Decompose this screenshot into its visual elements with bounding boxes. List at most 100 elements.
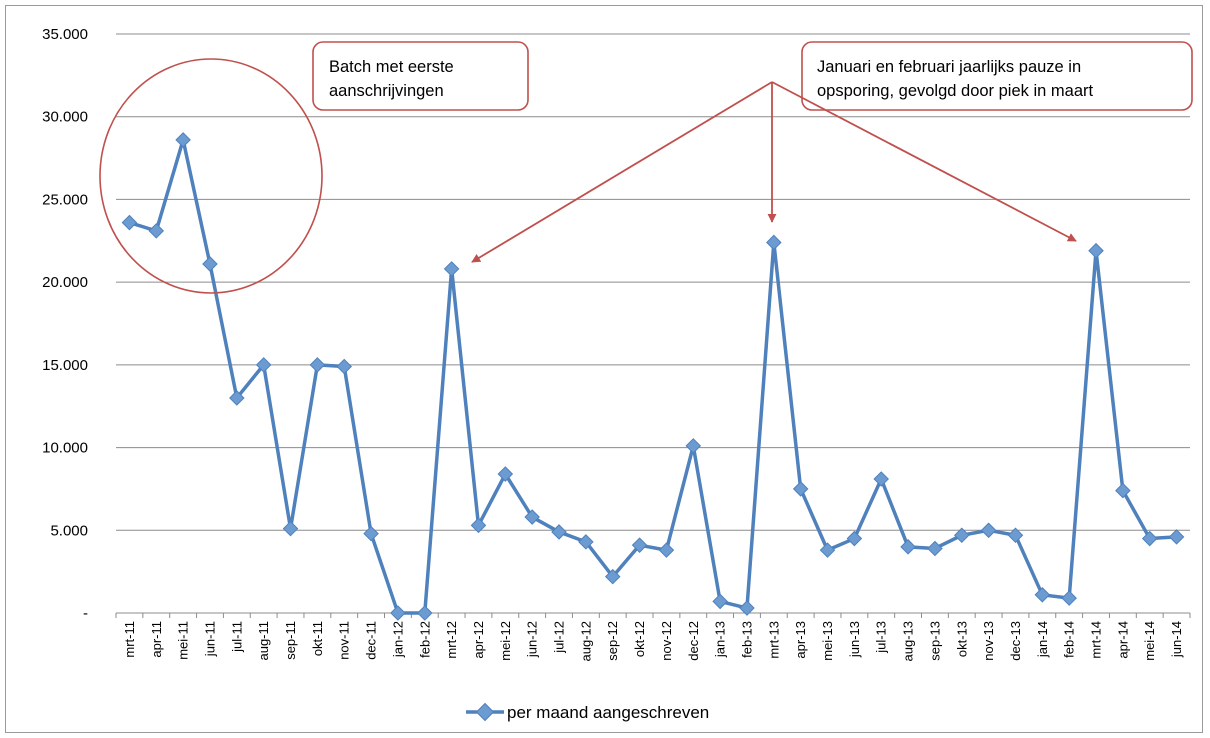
data-point bbox=[121, 214, 138, 231]
data-point bbox=[309, 357, 326, 373]
x-tick-label: aug-12 bbox=[578, 621, 593, 661]
data-point bbox=[846, 530, 863, 547]
x-tick-label: mei-14 bbox=[1142, 621, 1157, 661]
x-tick-label: jul-12 bbox=[552, 621, 567, 654]
data-point bbox=[900, 539, 916, 555]
x-tick-label: dec-12 bbox=[686, 621, 701, 661]
x-tick-label: nov-12 bbox=[659, 621, 674, 661]
data-point bbox=[739, 600, 755, 616]
x-tick-label: okt-11 bbox=[310, 621, 325, 656]
data-point bbox=[282, 520, 299, 537]
x-tick-label: dec-13 bbox=[1008, 621, 1023, 661]
y-tick-label: 20.000 bbox=[42, 274, 88, 291]
y-tick-label: 25.000 bbox=[42, 191, 88, 208]
data-point bbox=[1168, 529, 1185, 545]
arrow-to-mrt-14 bbox=[771, 81, 1077, 242]
x-tick-label: mei-12 bbox=[498, 621, 513, 661]
data-point bbox=[953, 527, 970, 544]
x-tick-label: jul-11 bbox=[229, 621, 244, 653]
data-point bbox=[416, 605, 433, 621]
data-point bbox=[578, 534, 594, 550]
x-tick-label: nov-11 bbox=[337, 621, 352, 660]
arrow-to-mrt-12 bbox=[471, 81, 773, 263]
data-point bbox=[712, 593, 728, 610]
x-axis: mrt-11 apr-11 mei-11 jun-11 jul-11 aug-11 sep-… bbox=[115, 612, 1191, 661]
data-point bbox=[604, 568, 621, 585]
data-point bbox=[175, 132, 191, 148]
chart-frame bbox=[5, 5, 1203, 733]
data-point bbox=[443, 261, 460, 277]
x-tick-label: jan-14 bbox=[1035, 621, 1050, 658]
x-tick-label: mrt-11 bbox=[122, 621, 137, 658]
data-point bbox=[202, 256, 218, 272]
annotation-pause-line-2: opsporing, gevolgd door piek in maart bbox=[817, 82, 1094, 100]
x-tick-label: apr-12 bbox=[471, 621, 486, 659]
x-tick-label: dec-11 bbox=[364, 621, 379, 660]
x-tick-label: sep-13 bbox=[927, 621, 942, 661]
x-tick-label: apr-13 bbox=[793, 621, 808, 659]
annotation-batch-line-1: Batch met eerste bbox=[329, 58, 454, 76]
y-tick-label: - bbox=[83, 605, 88, 622]
x-tick-label: mrt-13 bbox=[766, 621, 781, 659]
data-point bbox=[1007, 527, 1024, 544]
data-point bbox=[1034, 587, 1051, 603]
annotation-box-pause bbox=[801, 41, 1193, 111]
x-tick-label: jan-13 bbox=[713, 621, 728, 658]
legend-label: per maand aangeschreven bbox=[507, 703, 709, 722]
x-tick-label: feb-14 bbox=[1062, 621, 1077, 658]
y-tick-label: 35.000 bbox=[42, 26, 88, 43]
x-tick-label: jul-13 bbox=[874, 621, 889, 654]
annotation-batch-line-2: aanschrijvingen bbox=[329, 82, 444, 100]
data-point bbox=[819, 542, 836, 558]
y-tick-label: 30.000 bbox=[42, 109, 88, 126]
data-point bbox=[255, 357, 272, 373]
x-tick-label: nov-13 bbox=[981, 621, 996, 661]
data-point bbox=[229, 390, 245, 406]
data-point bbox=[1061, 590, 1077, 606]
x-tick-label: feb-13 bbox=[739, 621, 754, 658]
data-point bbox=[1115, 482, 1131, 499]
x-tick-label: mei-11 bbox=[176, 621, 191, 660]
series bbox=[121, 132, 1185, 621]
x-tick-label: jun-14 bbox=[1169, 621, 1184, 658]
data-point bbox=[1141, 530, 1158, 547]
data-point bbox=[980, 522, 997, 539]
y-tick-label: 5.000 bbox=[50, 522, 88, 539]
x-tick-label: mrt-14 bbox=[1089, 621, 1104, 659]
x-tick-label: apr-11 bbox=[149, 621, 164, 658]
data-point bbox=[470, 517, 487, 534]
x-tick-label: okt-13 bbox=[954, 621, 969, 657]
x-tick-label: apr-14 bbox=[1115, 621, 1130, 659]
x-tick-label: aug-13 bbox=[901, 621, 916, 661]
x-tick-label: aug-11 bbox=[256, 621, 271, 661]
x-tick-label: sep-11 bbox=[283, 621, 298, 660]
legend: per maand aangeschreven bbox=[466, 702, 709, 722]
data-point bbox=[873, 471, 890, 487]
data-point bbox=[148, 223, 165, 239]
annotation-box-batch bbox=[312, 41, 529, 111]
highlight-circle bbox=[99, 58, 323, 294]
y-tick-label: 15.000 bbox=[42, 357, 88, 374]
data-point bbox=[551, 524, 567, 540]
data-point bbox=[792, 481, 809, 497]
data-point bbox=[658, 542, 675, 558]
y-axis-ticks: - 5.000 10.000 15.000 20.000 25.000 30.000 35.0… bbox=[42, 26, 88, 622]
x-tick-label: jun-13 bbox=[847, 621, 862, 658]
data-point bbox=[390, 605, 406, 621]
data-point bbox=[497, 466, 514, 482]
y-tick-label: 10.000 bbox=[42, 440, 88, 457]
x-tick-label: mrt-12 bbox=[444, 621, 459, 659]
data-point bbox=[685, 438, 702, 454]
data-point bbox=[363, 525, 379, 542]
x-tick-label: feb-12 bbox=[417, 621, 432, 658]
x-tick-label: jun-11 bbox=[202, 621, 217, 657]
annotation-pause-line-1: Januari en februari jaarlijks pauze in bbox=[817, 58, 1081, 76]
data-point bbox=[336, 358, 353, 375]
legend-marker bbox=[475, 702, 495, 722]
x-tick-label: okt-12 bbox=[632, 621, 647, 657]
x-tick-label: mei-13 bbox=[820, 621, 835, 661]
data-point bbox=[524, 509, 540, 525]
x-tick-label: sep-12 bbox=[605, 621, 620, 661]
x-tick-label: jun-12 bbox=[525, 621, 540, 658]
